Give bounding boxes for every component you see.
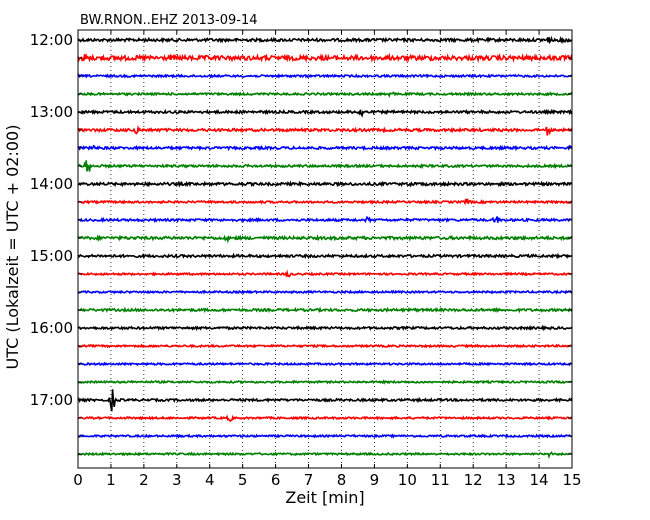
- trace-1215: [77, 52, 573, 64]
- x-axis-label: Zeit [min]: [285, 488, 364, 507]
- trace-1600: [77, 324, 573, 332]
- x-tick-label: 9: [370, 471, 380, 489]
- axis-ticks: 0 1 2 3 4 5 6 7 8 9 10 11 12 13 14 1512:0013:0014:0015:…: [30, 30, 582, 489]
- chart-title: BW.RNON..EHZ 2013-09-14: [80, 13, 258, 28]
- x-tick-label: 14: [530, 471, 549, 489]
- trace-1330: [77, 144, 573, 152]
- x-tick-label: 8: [337, 471, 347, 489]
- y-tick-label: 16:00: [30, 319, 73, 337]
- trace-1500: [77, 252, 573, 260]
- y-tick-label: 17:00: [30, 391, 73, 409]
- y-tick-label: 12:00: [30, 31, 73, 49]
- x-tick-label: 12: [464, 471, 483, 489]
- trace-1745: [77, 451, 573, 460]
- trace-1345: [77, 160, 573, 172]
- x-tick-label: 13: [497, 471, 516, 489]
- x-tick-label: 6: [271, 471, 281, 489]
- trace-1315: [77, 124, 573, 136]
- x-tick-label: 5: [238, 471, 248, 489]
- trace-1415: [77, 198, 573, 206]
- plot-frame: [77, 29, 573, 469]
- trace-1200: [77, 35, 573, 45]
- trace-1700: [77, 389, 573, 412]
- trace-1245: [77, 91, 573, 98]
- trace-1615: [77, 343, 573, 349]
- trace-1530: [77, 289, 573, 295]
- trace-1645: [77, 379, 573, 385]
- trace-1715: [77, 414, 573, 423]
- x-tick-label: 1: [106, 471, 116, 489]
- x-tick-label: 7: [304, 471, 314, 489]
- y-axis-label: UTC (Lokalzeit = UTC + 02:00): [3, 125, 22, 370]
- y-tick-label: 15:00: [30, 247, 73, 265]
- trace-1230: [77, 73, 573, 79]
- x-tick-label: 15: [562, 471, 581, 489]
- x-tick-label: 2: [139, 471, 149, 489]
- trace-1430: [77, 215, 573, 224]
- trace-layer: [77, 35, 573, 460]
- x-tick-label: 4: [205, 471, 215, 489]
- trace-1545: [77, 306, 573, 314]
- trace-1300: [77, 108, 573, 118]
- trace-1515: [77, 269, 573, 278]
- trace-1445: [77, 233, 573, 244]
- x-tick-label: 10: [398, 471, 417, 489]
- trace-1400: [77, 180, 573, 188]
- trace-1630: [77, 361, 573, 367]
- x-tick-label: 11: [431, 471, 450, 489]
- y-tick-label: 13:00: [30, 103, 73, 121]
- x-tick-label: 0: [73, 471, 83, 489]
- y-tick-label: 14:00: [30, 175, 73, 193]
- trace-1730: [77, 433, 573, 439]
- x-tick-label: 3: [172, 471, 182, 489]
